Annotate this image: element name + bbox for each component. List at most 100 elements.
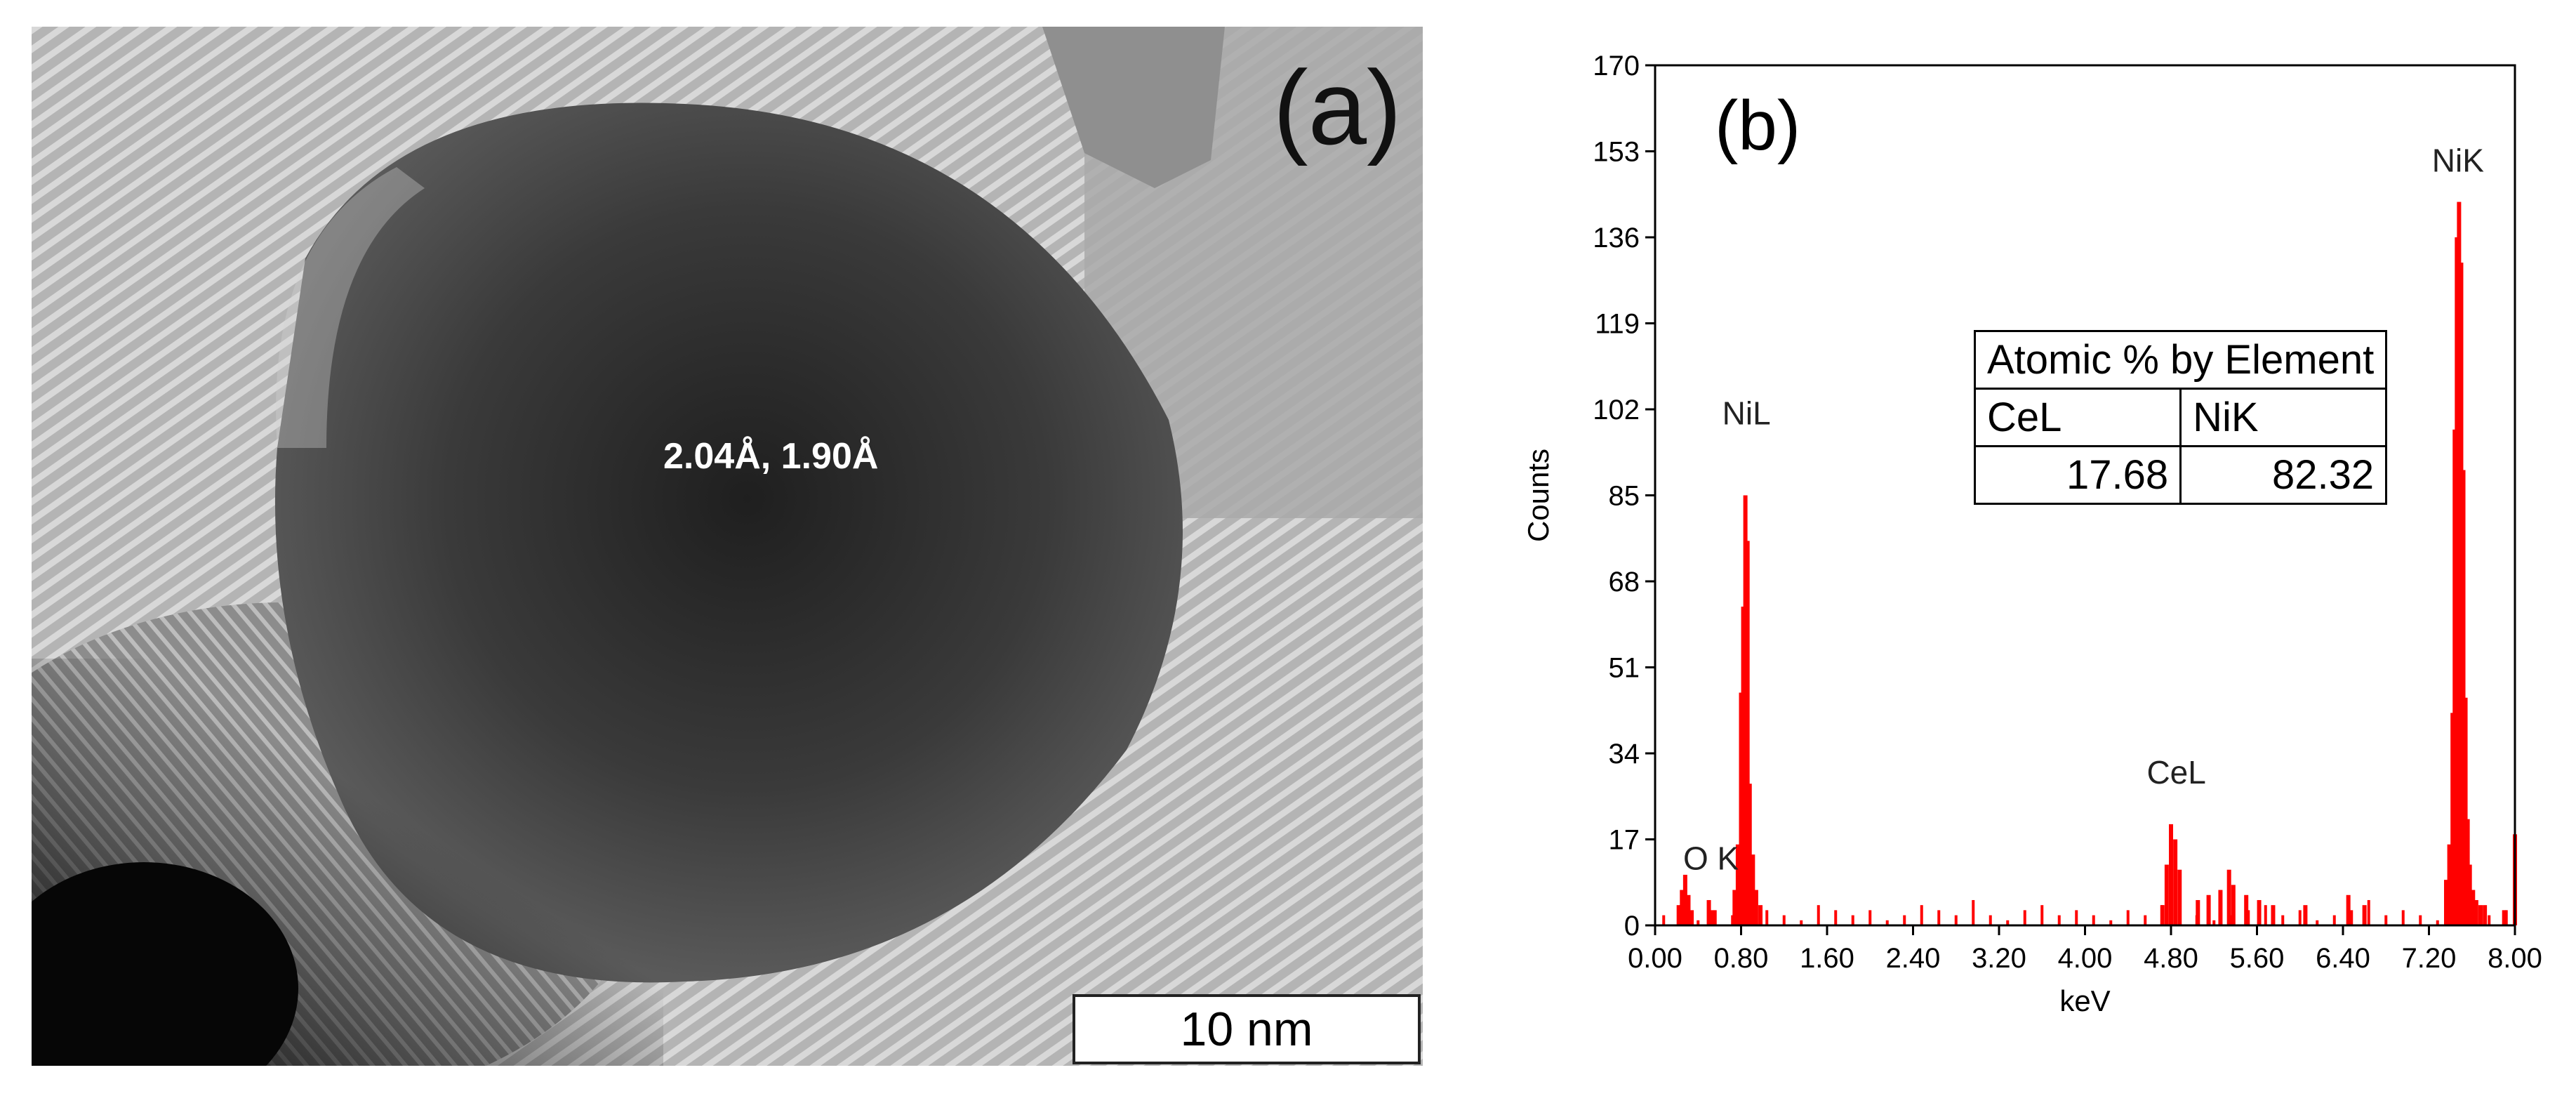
background-count-bar xyxy=(1989,915,1992,925)
peak-bar xyxy=(1710,910,1715,925)
background-count-bar xyxy=(1920,905,1923,925)
atomic-table-title: Atomic % by Element xyxy=(1973,330,2388,390)
y-tick-label: 85 xyxy=(1609,481,1640,512)
peak-bar xyxy=(1741,607,1746,925)
peak-bar xyxy=(2459,263,2464,925)
peak-bar xyxy=(2177,869,2182,925)
peak-bar xyxy=(2483,905,2488,925)
eds-spectrum-panel: 0 17 34 51 68 85 102 119 136 153 170 0.00 0.80 1.60 2.… xyxy=(1495,0,2576,1103)
y-tick-label: 17 xyxy=(1609,825,1640,856)
background-count-bar xyxy=(2092,915,2095,925)
peak-bar xyxy=(1753,890,1758,925)
peak-annotation: O K xyxy=(1683,840,1739,877)
peak-bar xyxy=(2173,839,2178,925)
eds-spectrum-chart: 0 17 34 51 68 85 102 119 136 153 170 0.00 0.80 1.60 2.… xyxy=(1522,51,2542,1017)
background-count-bar xyxy=(1731,915,1734,925)
background-count-bar xyxy=(2144,915,2147,925)
x-tick-label: 8.00 xyxy=(2488,943,2542,974)
peak-bar xyxy=(2465,819,2470,925)
background-count-bar xyxy=(1782,915,1786,925)
y-tick-label: 170 xyxy=(1593,51,1640,81)
peak-bar xyxy=(2452,429,2457,925)
background-count-bar xyxy=(1817,905,1820,925)
peak-bar xyxy=(1706,899,1711,925)
background-count-bar xyxy=(2264,905,2267,925)
y-tick-label: 34 xyxy=(1609,739,1640,770)
background-count-bar xyxy=(1851,915,1854,925)
background-count-bar xyxy=(2401,910,2405,925)
peak-bar xyxy=(2457,202,2462,925)
background-count-bar xyxy=(2057,915,2061,925)
background-count-bar xyxy=(2332,915,2336,925)
peak-bar xyxy=(2206,894,2211,925)
background-count-bar xyxy=(2316,920,2319,925)
peak-bar xyxy=(2244,894,2249,925)
peak-bar xyxy=(2455,237,2459,925)
x-axis-label: keV xyxy=(2059,984,2110,1017)
peak-bar xyxy=(2346,894,2351,925)
background-count-bar xyxy=(1885,920,1889,925)
background-count-bar xyxy=(1868,910,1872,925)
background-count-bar xyxy=(2384,915,2388,925)
background-count-bar xyxy=(2504,910,2508,925)
peak-bar xyxy=(2450,713,2455,925)
panel-b-label: (b) xyxy=(1715,86,1800,165)
peak-bar xyxy=(1739,692,1744,925)
peak-bar xyxy=(2303,905,2308,925)
background-count-bar xyxy=(2040,905,2044,925)
background-count-bar xyxy=(1937,910,1941,925)
peak-bar xyxy=(2467,864,2472,925)
background-count-bar xyxy=(2367,899,2370,925)
background-count-bar xyxy=(1713,910,1717,925)
peak-bar xyxy=(1676,905,1681,925)
peak-bar xyxy=(1751,854,1755,925)
background-count-bar xyxy=(1954,915,1958,925)
peak-bar xyxy=(1686,894,1691,925)
background-count-bar xyxy=(2229,915,2233,925)
x-tick-label: 5.60 xyxy=(2230,943,2285,974)
y-axis-label: Counts xyxy=(1522,449,1555,542)
atomic-table-value-nik: 82.32 xyxy=(2179,445,2388,505)
atomic-table-header-nik: NiK xyxy=(2179,388,2388,447)
atomic-percent-table: Atomic % by Element CeL NiK 17.68 82.32 xyxy=(1973,330,2388,505)
background-count-bar xyxy=(2350,910,2353,925)
peak-bar xyxy=(1735,844,1740,925)
y-tick-label: 153 xyxy=(1593,137,1640,168)
lattice-spacing-label: 2.04Å, 1.90Å xyxy=(663,436,879,477)
tem-micrograph-image xyxy=(32,27,1423,1066)
y-tick-label: 102 xyxy=(1593,395,1640,425)
peak-annotation: NiK xyxy=(2432,142,2484,178)
background-count-bar xyxy=(2488,915,2491,925)
background-count-bar xyxy=(1834,910,1838,925)
background-count-bar xyxy=(2006,920,2010,925)
atomic-table-header-cel: CeL xyxy=(1973,388,2182,447)
peak-bar xyxy=(2218,890,2223,925)
background-count-bar xyxy=(1903,915,1906,925)
peak-bar xyxy=(2444,880,2448,925)
peak-bar xyxy=(2362,905,2367,925)
peak-bar xyxy=(2271,905,2276,925)
background-count-bar xyxy=(2023,910,2026,925)
x-tick-label: 4.80 xyxy=(2144,943,2198,974)
background-count-bar xyxy=(1662,915,1666,925)
y-tick-label: 51 xyxy=(1609,653,1640,684)
background-count-bar xyxy=(1972,899,1975,925)
x-tick-label: 3.20 xyxy=(1972,943,2026,974)
peak-bar xyxy=(2461,470,2466,925)
background-count-bar xyxy=(1697,920,1700,925)
x-tick-label: 0.80 xyxy=(1714,943,1769,974)
peak-bar xyxy=(2196,899,2200,925)
x-tick-label: 6.40 xyxy=(2316,943,2370,974)
background-count-bar xyxy=(2281,915,2285,925)
x-tick-label: 4.00 xyxy=(2058,943,2113,974)
background-count-bar xyxy=(2298,910,2302,925)
peak-bar xyxy=(2447,844,2452,925)
background-count-bar xyxy=(2419,915,2422,925)
peak-bar xyxy=(1680,890,1685,925)
x-tick-label: 0.00 xyxy=(1628,943,1682,974)
peak-bar xyxy=(1682,874,1687,925)
peak-bar xyxy=(2231,885,2236,925)
y-tick-label: 68 xyxy=(1609,567,1640,597)
peak-bar xyxy=(1743,495,1748,925)
x-tick-label: 1.60 xyxy=(1800,943,1854,974)
